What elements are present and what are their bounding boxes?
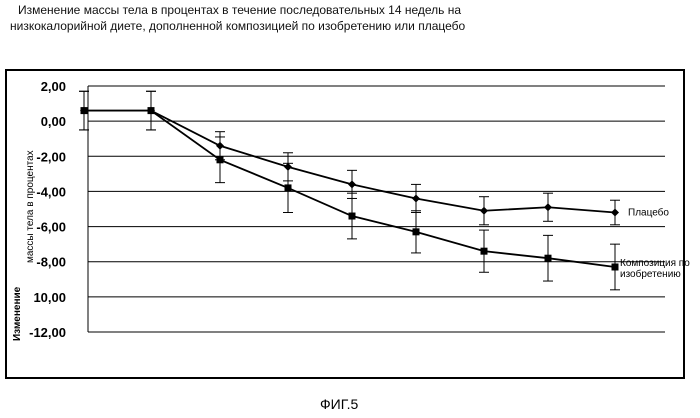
data-point-diamond	[480, 207, 488, 215]
legend-label-placebo: Плацебо	[628, 207, 669, 219]
data-point-square	[217, 156, 224, 163]
data-point-square	[81, 107, 88, 114]
data-point-diamond	[544, 203, 552, 211]
data-point-square	[285, 184, 292, 191]
data-point-square	[481, 248, 488, 255]
data-point-square	[349, 213, 356, 220]
y-tick-label: 10,00	[33, 290, 66, 305]
data-point-diamond	[412, 194, 420, 202]
data-point-diamond	[611, 209, 619, 217]
y-tick-label: -2,00	[36, 149, 66, 164]
figure-label: ФИГ.5	[320, 396, 358, 412]
data-point-square	[148, 107, 155, 114]
series-line	[84, 111, 615, 213]
legend-label-composition: изобретению	[620, 268, 681, 280]
series-line	[84, 111, 615, 267]
data-point-square	[612, 263, 619, 270]
y-tick-label: -6,00	[36, 220, 66, 235]
y-tick-label: 2,00	[41, 79, 66, 94]
data-point-square	[545, 255, 552, 262]
legend-label-composition: Композиция по	[620, 258, 690, 269]
y-tick-label: -4,00	[36, 184, 66, 199]
y-tick-label: 0,00	[41, 114, 66, 129]
data-point-square	[413, 228, 420, 235]
data-point-diamond	[348, 180, 356, 188]
y-axis-label-prefix: Изменение	[12, 286, 23, 341]
y-tick-label: -8,00	[36, 255, 66, 270]
y-tick-label: -12,00	[29, 325, 66, 340]
y-axis-label: массы тела в процентах	[25, 150, 36, 263]
legend-labels: Плацебо Композиция поизобретению	[620, 207, 690, 280]
